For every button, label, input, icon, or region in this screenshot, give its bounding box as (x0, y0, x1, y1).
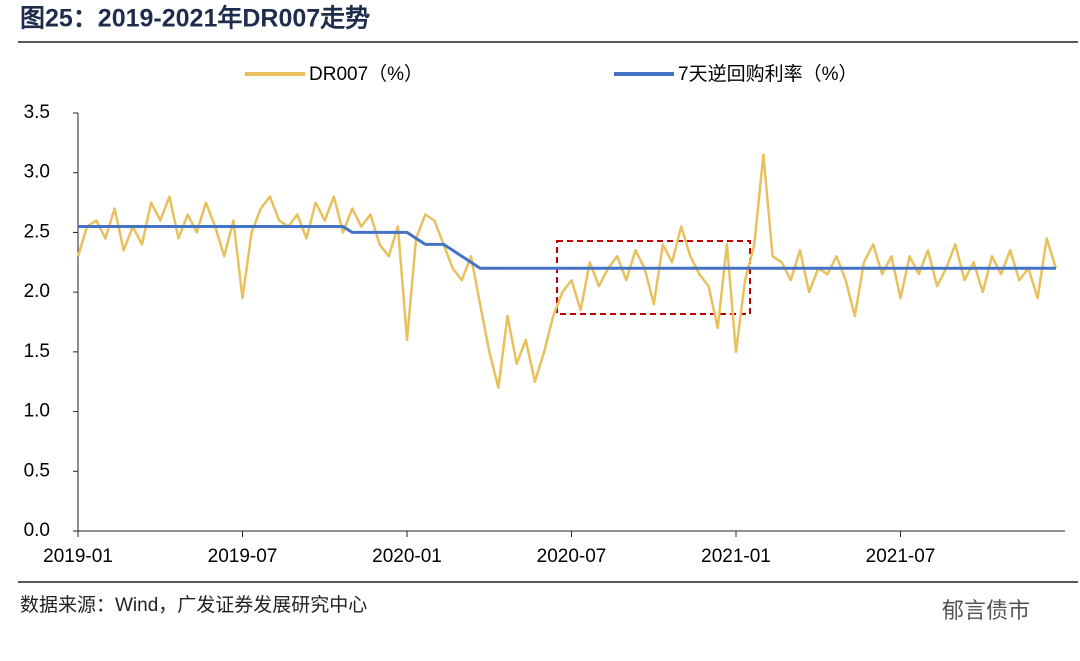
x-tick-label: 2021-07 (866, 546, 936, 567)
source: 数据来源：Wind，广发证券发展研究中心 (20, 594, 367, 616)
series-line (78, 225, 1056, 270)
legend-label: DR007（%） (309, 63, 423, 85)
legend-label: 7天逆回购利率（%） (678, 63, 857, 85)
watermark: 郁言债市 (942, 598, 1030, 623)
chart-title: 图25：2019-2021年DR007走势 (20, 4, 370, 33)
x-tick-label: 2019-07 (208, 546, 278, 567)
y-tick-label: 2.0 (24, 281, 50, 302)
highlight-box (556, 240, 751, 315)
y-tick-label: 3.5 (24, 102, 50, 123)
x-tick-label: 2021-01 (701, 546, 771, 567)
y-tick-label: 2.5 (24, 221, 50, 242)
y-tick-label: 0.5 (24, 460, 50, 481)
y-tick-label: 3.0 (24, 162, 50, 183)
y-tick-label: 1.0 (24, 401, 50, 422)
series-line (76, 153, 1058, 389)
x-tick-label: 2019-01 (43, 546, 113, 567)
x-tick-label: 2020-01 (372, 546, 442, 567)
y-tick-label: 1.5 (24, 341, 50, 362)
y-tick-label: 0.0 (24, 520, 50, 541)
x-tick-label: 2020-07 (537, 546, 607, 567)
